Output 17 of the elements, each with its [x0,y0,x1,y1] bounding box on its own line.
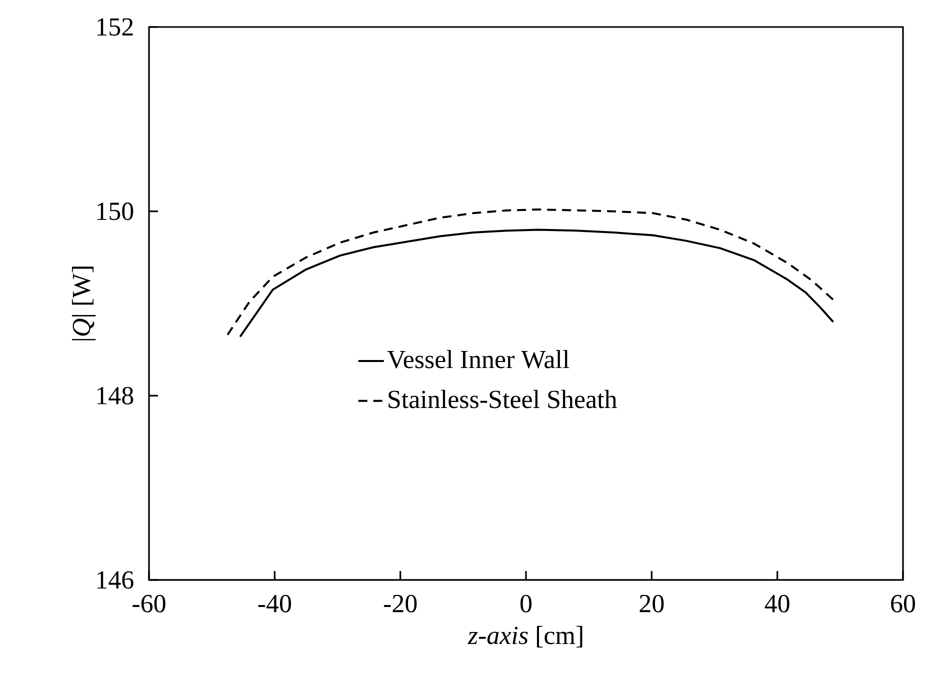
x-tick-label: 40 [764,594,790,612]
y-tick-label: 150 [97,202,134,220]
x-tick-label: 60 [891,594,916,612]
x-tick-label: -40 [258,594,292,612]
y-axis-title: |Q| [W] [72,266,96,340]
x-tick-label: 0 [520,594,532,612]
y-tick-label: 146 [97,571,134,589]
x-tick-label: 20 [640,594,664,612]
x-axis-title: z-axis [cm] [468,626,582,648]
legend-label: Stainless-Steel Sheath [388,390,617,408]
legend-label: Vessel Inner Wall [387,350,570,368]
line-series [239,228,834,338]
y-tick-label: 148 [97,386,134,404]
x-tick-label: -60 [132,594,166,612]
line-series [226,208,834,336]
y-tick-label: 152 [97,18,133,36]
x-tick-label: -20 [384,594,417,612]
